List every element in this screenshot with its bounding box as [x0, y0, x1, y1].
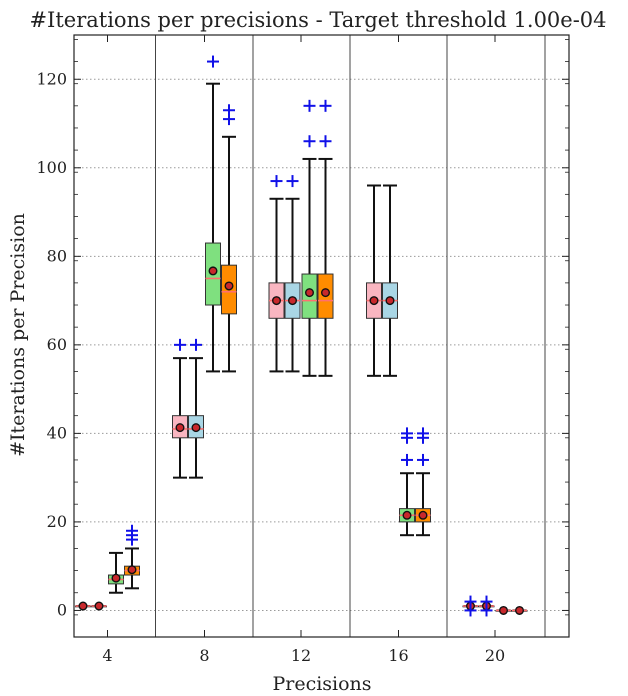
- box-12-s3: [317, 99, 334, 377]
- flier: [464, 595, 477, 608]
- box-12-s1: [284, 175, 301, 373]
- group-separators: [155, 35, 546, 637]
- flier: [480, 595, 493, 608]
- box-20-s2: [495, 605, 512, 615]
- flier: [223, 104, 235, 117]
- mean-marker: [78, 601, 88, 611]
- flier: [207, 55, 219, 68]
- box-8-s2: [205, 55, 221, 373]
- mean-marker: [418, 510, 428, 520]
- flier: [303, 99, 316, 112]
- box-4-s1: [91, 601, 107, 611]
- y-tick-label-120: 120: [36, 69, 67, 88]
- box-plots: [75, 55, 528, 617]
- mean-marker: [305, 288, 315, 298]
- axes: 0 20 40 60 80 100 120 4 8 12 16 20: [36, 35, 569, 665]
- flier: [417, 453, 429, 466]
- x-tick-label-20: 20: [485, 646, 505, 665]
- mean-marker: [175, 423, 185, 433]
- x-tick-label-8: 8: [199, 646, 209, 665]
- y-tick-label-20: 20: [47, 512, 67, 531]
- flier: [401, 427, 413, 440]
- chart-title: #Iterations per precisions - Target thre…: [29, 8, 606, 32]
- flier: [303, 135, 316, 148]
- box-20-s0: [462, 595, 479, 617]
- x-tick-label-12: 12: [291, 646, 311, 665]
- mean-marker: [369, 296, 379, 306]
- box-16-s0: [366, 184, 382, 377]
- mean-marker: [208, 266, 218, 276]
- flier: [401, 453, 413, 466]
- box-20-s3: [511, 605, 528, 615]
- mean-marker: [288, 296, 298, 306]
- mean-marker: [191, 423, 201, 433]
- box-16-s1: [382, 184, 398, 377]
- x-tick-label-16: 16: [388, 646, 408, 665]
- flier: [174, 338, 186, 351]
- box-16-s2: [399, 427, 415, 537]
- y-tick-label-100: 100: [36, 158, 67, 177]
- y-tick-label-0: 0: [57, 600, 67, 619]
- flier: [417, 427, 429, 440]
- x-tick-label-4: 4: [102, 646, 112, 665]
- x-axis-label: Precisions: [272, 673, 371, 695]
- flier: [270, 175, 283, 188]
- plot-frame: [73, 34, 570, 638]
- flier: [319, 135, 332, 148]
- box-8-s1: [188, 338, 204, 479]
- mean-marker: [402, 510, 412, 520]
- flier: [190, 338, 202, 351]
- flier: [126, 524, 138, 537]
- mean-marker: [515, 605, 525, 615]
- box-16-s3: [415, 427, 431, 537]
- box-8-s0: [172, 338, 188, 479]
- mean-marker: [272, 296, 282, 306]
- box-4-s0: [75, 601, 91, 611]
- mean-marker: [499, 605, 509, 615]
- box-12-s0: [268, 175, 285, 373]
- box-4-s2: [108, 551, 124, 594]
- y-axis-label: #Iterations per Precision: [7, 213, 29, 457]
- mean-marker: [321, 288, 331, 298]
- mean-marker: [94, 601, 104, 611]
- box-20-s1: [478, 595, 495, 617]
- mean-marker: [224, 281, 234, 291]
- y-tick-label-40: 40: [47, 423, 67, 442]
- mean-marker: [127, 565, 137, 575]
- box-8-s3: [221, 104, 237, 373]
- box-4-s3: [124, 524, 140, 590]
- y-tick-label-80: 80: [47, 246, 67, 265]
- flier: [286, 175, 299, 188]
- box-12-s2: [301, 99, 318, 377]
- mean-marker: [385, 296, 395, 306]
- flier: [319, 99, 332, 112]
- mean-marker: [111, 573, 121, 583]
- y-tick-label-60: 60: [47, 335, 67, 354]
